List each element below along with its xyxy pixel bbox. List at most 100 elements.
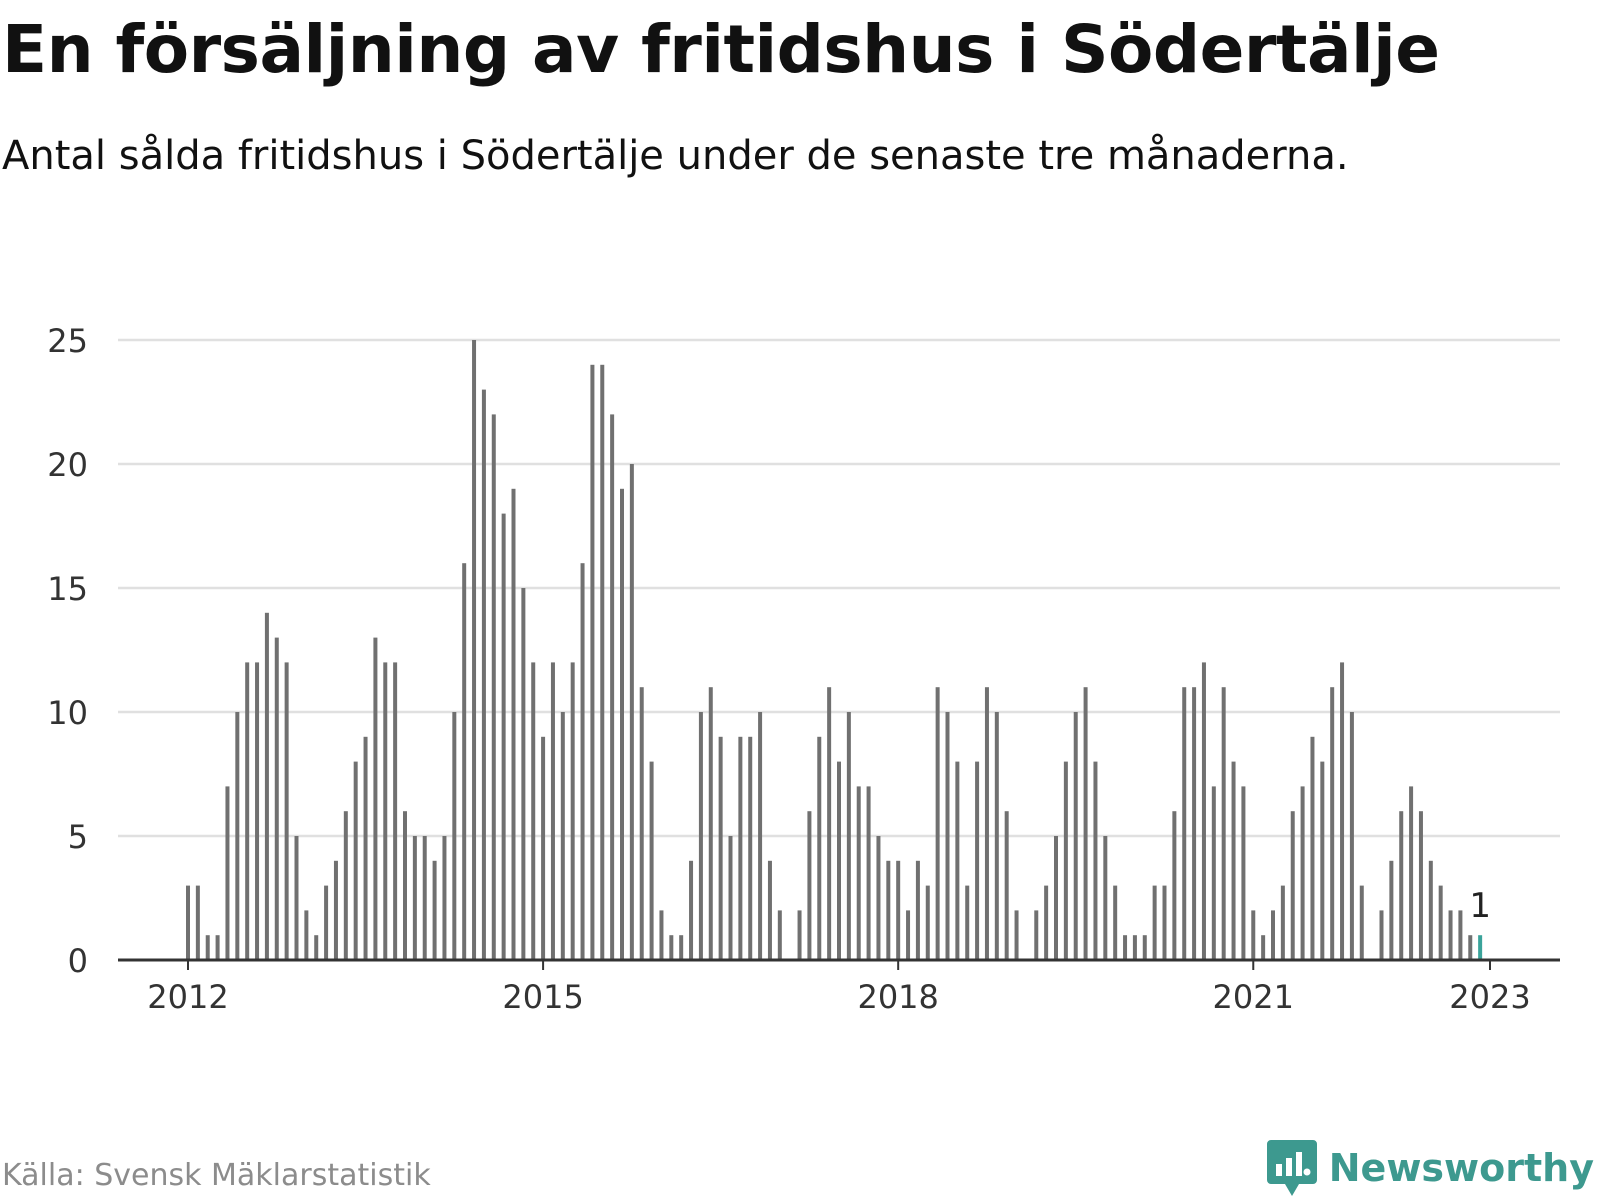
y-tick-label: 10 xyxy=(47,694,88,732)
bar xyxy=(866,786,871,960)
bar xyxy=(472,340,477,960)
bar xyxy=(491,414,496,960)
bar xyxy=(758,712,763,960)
bar xyxy=(610,414,615,960)
bar xyxy=(807,811,812,960)
bar xyxy=(294,836,299,960)
bar xyxy=(462,563,467,960)
bar xyxy=(777,910,782,960)
bar xyxy=(225,786,230,960)
bar xyxy=(1448,910,1453,960)
bar xyxy=(698,712,703,960)
page-title: En försäljning av fritidshus i Södertälj… xyxy=(2,11,1440,88)
bar xyxy=(1340,662,1345,960)
bar xyxy=(324,885,329,960)
bar xyxy=(580,563,585,960)
bar xyxy=(748,736,753,960)
bar xyxy=(1093,761,1098,960)
bar xyxy=(1083,687,1088,960)
bar xyxy=(205,935,210,960)
bar xyxy=(975,761,980,960)
bar xyxy=(925,885,930,960)
bar xyxy=(1063,761,1068,960)
bar xyxy=(511,488,516,960)
y-tick-label: 15 xyxy=(47,570,88,608)
bar xyxy=(679,935,684,960)
bar xyxy=(1290,811,1295,960)
bar xyxy=(333,860,338,960)
bar xyxy=(1132,935,1137,960)
x-tick-label: 2023 xyxy=(1449,978,1530,1016)
bar xyxy=(669,935,674,960)
y-tick-label: 20 xyxy=(47,446,88,484)
bar xyxy=(343,811,348,960)
bar xyxy=(817,736,822,960)
bar xyxy=(718,736,723,960)
bar xyxy=(837,761,841,960)
bar xyxy=(935,687,940,960)
bar xyxy=(620,488,624,960)
bar xyxy=(1438,885,1443,960)
bar xyxy=(1231,761,1236,960)
bar xyxy=(590,364,595,960)
bar xyxy=(1103,836,1108,960)
bar xyxy=(1152,885,1157,960)
x-tick-label: 2021 xyxy=(1213,978,1294,1016)
newsworthy-logo-icon xyxy=(1266,1140,1317,1196)
bar xyxy=(1004,811,1009,960)
bar xyxy=(412,836,417,960)
bar xyxy=(264,612,269,960)
bar xyxy=(1320,761,1325,960)
bar xyxy=(708,687,713,960)
bar xyxy=(1300,786,1305,960)
bar xyxy=(1054,836,1058,960)
bar xyxy=(994,712,999,960)
bar xyxy=(639,687,644,960)
y-tick-label: 5 xyxy=(68,818,88,856)
bar xyxy=(906,910,911,960)
brand-logo: Newsworthy xyxy=(1266,1140,1594,1196)
bar xyxy=(531,662,536,960)
bar xyxy=(649,761,654,960)
bar xyxy=(393,662,398,960)
bar xyxy=(1211,786,1216,960)
bar xyxy=(1113,885,1118,960)
y-tick-label: 25 xyxy=(47,322,88,360)
bar xyxy=(186,885,190,960)
bar xyxy=(304,910,309,960)
bar xyxy=(541,736,546,960)
axes xyxy=(118,958,1560,970)
bar xyxy=(600,364,605,960)
bar xyxy=(1192,687,1197,960)
bar xyxy=(1044,885,1049,960)
bar xyxy=(442,836,447,960)
bar xyxy=(886,860,891,960)
bar xyxy=(896,860,901,960)
bar xyxy=(235,712,240,960)
bar xyxy=(1418,811,1423,960)
bar xyxy=(1349,712,1354,960)
bar xyxy=(915,860,920,960)
bar xyxy=(1389,860,1394,960)
bar xyxy=(195,885,200,960)
bar xyxy=(1458,910,1463,960)
last-value-label: 1 xyxy=(1469,886,1491,926)
bar xyxy=(846,712,851,960)
bar xyxy=(984,687,989,960)
page-subtitle: Antal sålda fritidshus i Södertälje unde… xyxy=(2,133,1349,179)
bar xyxy=(767,860,772,960)
bar xyxy=(1359,885,1364,960)
bar xyxy=(373,637,378,960)
bar xyxy=(1034,910,1039,960)
brand-name: Newsworthy xyxy=(1328,1146,1594,1190)
x-tick-label: 2018 xyxy=(857,978,938,1016)
x-tick-label: 2015 xyxy=(502,978,583,1016)
bar xyxy=(689,860,694,960)
bar xyxy=(255,662,260,960)
bar xyxy=(521,588,526,960)
bar xyxy=(1409,786,1414,960)
bar xyxy=(1123,935,1128,960)
bar xyxy=(797,910,802,960)
chart-labels: 0 5 10 15 20 25 2012 2015 2018 2021 2023 1 xyxy=(47,322,1530,1016)
